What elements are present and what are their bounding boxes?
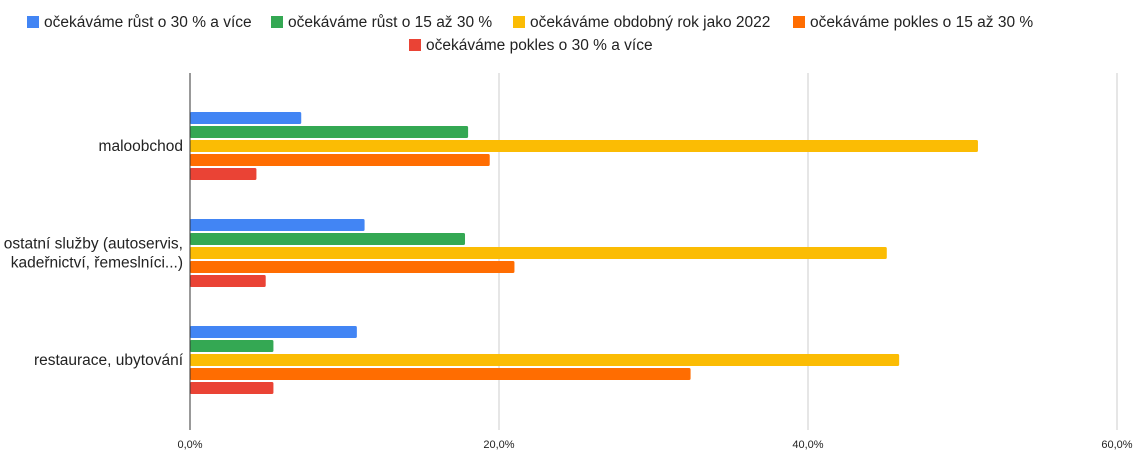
x-tick-label: 60,0% (1101, 439, 1132, 451)
bar (190, 219, 365, 231)
bar (190, 368, 691, 380)
x-tick-label: 0,0% (177, 439, 202, 451)
legend-label: očekáváme růst o 15 až 30 % (288, 14, 492, 31)
bar (190, 126, 469, 138)
legend-label: očekáváme pokles o 30 % a více (426, 37, 653, 54)
bar (190, 112, 302, 124)
legend: očekáváme růst o 30 % a více očekáváme rů… (27, 14, 1033, 54)
category-label: restaurace, ubytování (34, 352, 184, 369)
bar (190, 247, 887, 259)
category-label: ostatní služby (autoservis, (4, 236, 183, 253)
bar (190, 340, 274, 352)
x-tick-label: 20,0% (483, 439, 514, 451)
legend-swatch (271, 16, 283, 28)
x-axis-tick-labels: 0,0% 20,0% 40,0% 60,0% (177, 439, 1132, 451)
legend-swatch (409, 39, 421, 51)
bar (190, 261, 515, 273)
legend-swatch (513, 16, 525, 28)
bar (190, 382, 274, 394)
category-labels: maloobchod ostatní služby (autoservis, kad… (4, 138, 184, 369)
bar (190, 140, 978, 152)
bar (190, 275, 266, 287)
bars (190, 112, 978, 394)
legend-label: očekáváme pokles o 15 až 30 % (810, 14, 1033, 31)
bar (190, 154, 490, 166)
legend-swatch (27, 16, 39, 28)
category-label: kadeřnictví, řemeslníci...) (11, 255, 183, 272)
legend-swatch (793, 16, 805, 28)
legend-label: očekáváme obdobný rok jako 2022 (530, 14, 770, 31)
bar (190, 168, 257, 180)
category-label: maloobchod (99, 138, 183, 155)
bar (190, 326, 357, 338)
legend-label: očekáváme růst o 30 % a více (44, 14, 252, 31)
x-tick-label: 40,0% (792, 439, 823, 451)
bar (190, 233, 466, 245)
bar (190, 354, 900, 366)
